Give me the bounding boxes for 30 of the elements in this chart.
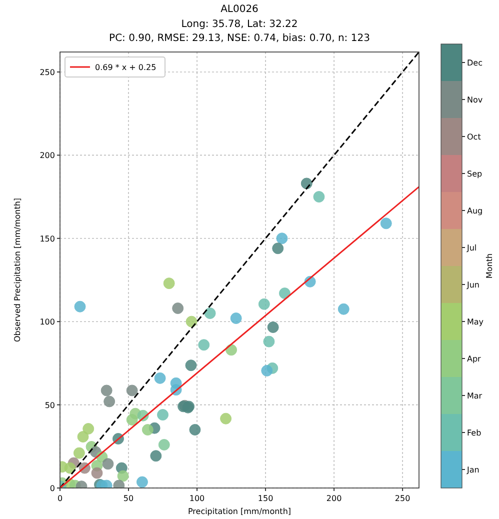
y-tick-label: 150 <box>40 234 55 244</box>
color-bar-label: Feb <box>467 428 482 438</box>
x-tick-label: 50 <box>123 494 134 503</box>
color-bar-label: Jul <box>466 244 477 252</box>
x-tick-label: 100 <box>189 494 205 503</box>
x-tick-label: 200 <box>326 494 342 503</box>
color-bar-label: Jan <box>466 466 480 474</box>
color-bar-label: Dec <box>467 58 482 68</box>
color-bar-label: May <box>467 318 484 326</box>
y-axis-title: Observed Precipitation [mm/month] <box>13 198 22 342</box>
color-bar-title: Month <box>485 253 494 279</box>
x-tick-label: 0 <box>57 494 63 503</box>
color-bar-label: Apr <box>467 354 482 364</box>
y-tick-label: 50 <box>44 400 55 410</box>
legend-label: 0.69 * x + 0.25 <box>95 63 156 72</box>
x-axis-title: Precipitation [mm/month] <box>188 507 292 516</box>
y-tick-label: 0 <box>50 484 55 493</box>
color-bar-label: Aug <box>467 206 483 216</box>
color-bar-label: Jun <box>466 280 480 290</box>
color-bar-label: Sep <box>467 170 482 178</box>
color-bar-label: Oct <box>467 132 481 142</box>
color-bar-label: Mar <box>467 392 483 400</box>
x-tick-label: 150 <box>258 494 274 503</box>
y-tick-label: 200 <box>40 151 55 160</box>
y-tick-label: 250 <box>40 68 55 77</box>
chart-title: AL0026 <box>220 4 258 15</box>
color-bar-label: Nov <box>467 96 483 104</box>
y-tick-label: 100 <box>40 318 55 327</box>
chart-subtitle: Long: 35.78, Lat: 32.22 PC: 0.90, RMSE: 29.13, NSE: 0.74, bias: 0.70, n: 123 <box>109 19 370 44</box>
x-tick-label: 250 <box>394 494 410 503</box>
